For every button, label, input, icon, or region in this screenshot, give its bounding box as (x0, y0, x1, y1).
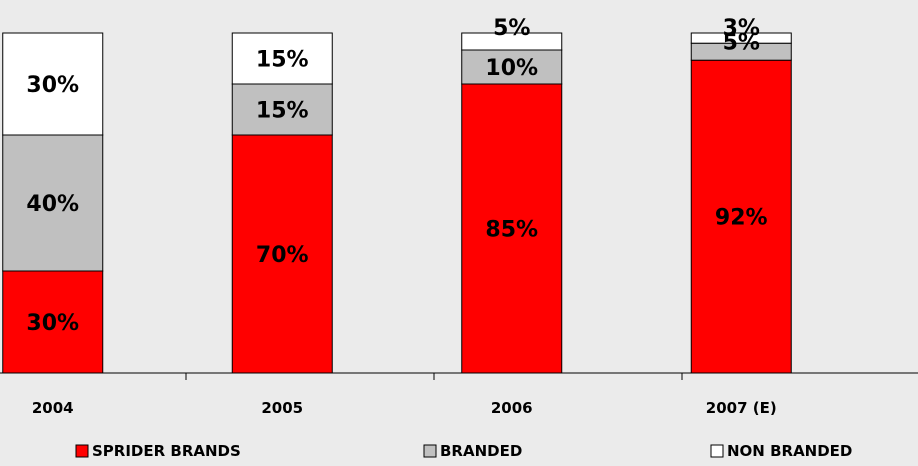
category-label-2: 2006 (491, 399, 533, 417)
label-branded-1: 15% (256, 99, 309, 124)
label-branded-0: 40% (26, 192, 79, 217)
legend-swatch-spider-brands (75, 444, 89, 458)
label-branded-2: 10% (485, 56, 538, 81)
label-branded-3: 5% (723, 31, 760, 56)
bar-non-branded-2 (461, 32, 563, 51)
bars-group (2, 32, 792, 374)
label-non-branded-2: 5% (493, 16, 530, 41)
legend-swatch-branded (423, 444, 437, 458)
label-spider-brands-1: 70% (256, 243, 309, 268)
bar-branded-2 (461, 49, 563, 85)
bar-branded-1 (231, 83, 333, 136)
label-non-branded-0: 30% (26, 73, 79, 98)
bar-spider-brands-3 (690, 59, 792, 374)
category-label-0: 2004 (32, 399, 74, 417)
segment-labels: 30%40%30%70%15%15%85%10%5%92%5%3% (26, 16, 767, 336)
category-labels: 2004 2005 2006 2007 (E) (32, 399, 777, 417)
legend-label-non-branded: NON BRANDED (727, 442, 852, 460)
legend-label-branded: BRANDED (440, 442, 522, 460)
bar-branded-0 (2, 134, 104, 272)
label-non-branded-3: 3% (723, 16, 760, 41)
legend-label-spider-brands: SPRIDER BRANDS (92, 442, 241, 460)
label-non-branded-1: 15% (256, 48, 309, 73)
bar-spider-brands-0 (2, 270, 104, 374)
legend: SPRIDER BRANDS BRANDED NON BRANDED (75, 442, 852, 460)
label-spider-brands-2: 85% (485, 218, 538, 243)
bar-non-branded-3 (690, 32, 792, 44)
bar-spider-brands-1 (231, 134, 333, 374)
bar-non-branded-1 (231, 32, 333, 85)
category-label-1: 2005 (261, 399, 303, 417)
label-spider-brands-3: 92% (715, 206, 768, 231)
bar-non-branded-0 (2, 32, 104, 136)
category-label-3: 2007 (E) (706, 399, 777, 417)
label-spider-brands-0: 30% (26, 311, 79, 336)
x-axis (0, 372, 918, 380)
legend-swatch-non-branded (710, 444, 724, 458)
bar-spider-brands-2 (461, 83, 563, 374)
